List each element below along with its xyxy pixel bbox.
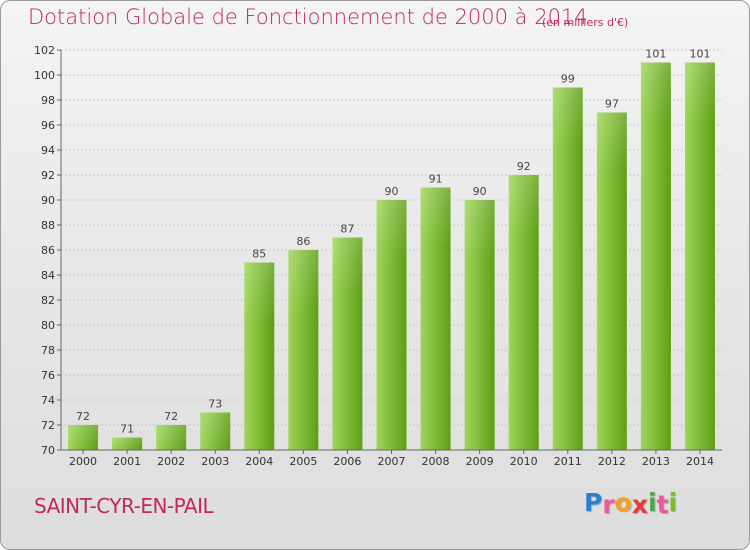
bar-highlight: [200, 412, 231, 450]
chart-title: Dotation Globale de Fonctionnement de 20…: [28, 5, 588, 29]
brand-letter: o: [614, 488, 632, 517]
bar-2014: [684, 62, 715, 450]
bar-2013: [640, 62, 671, 450]
x-tick-label: 2014: [686, 455, 714, 468]
y-tick-label: 96: [41, 119, 55, 132]
value-label-2012: 97: [605, 98, 619, 111]
x-tick-label: 2007: [378, 455, 406, 468]
bar-highlight: [684, 62, 715, 123]
y-tick-label: 70: [41, 444, 55, 457]
x-tick-label: 2008: [422, 455, 450, 468]
axes: [57, 49, 722, 454]
brand-letter: P: [584, 488, 603, 517]
brand-letter: i: [668, 488, 678, 517]
labels: 70 72 74 76 78 80 82 84 86 88 90 92 94 96 98 100 102 72 20…: [34, 44, 714, 468]
y-tick-label: 88: [41, 219, 55, 232]
y-tick-label: 76: [41, 369, 55, 382]
value-label-2003: 73: [208, 398, 222, 411]
y-tick-label: 90: [41, 194, 55, 207]
y-tick-label: 72: [41, 419, 55, 432]
x-tick-label: 2009: [466, 455, 494, 468]
bar-highlight: [596, 112, 627, 173]
value-label-2013: 101: [645, 48, 666, 61]
y-tick-label: 94: [41, 144, 55, 157]
y-tick-label: 82: [41, 294, 55, 307]
y-tick-label: 84: [41, 269, 55, 282]
x-tick-label: 2013: [642, 455, 670, 468]
location-name: SAINT-CYR-EN-PAIL: [34, 494, 214, 518]
brand-letter: i: [648, 488, 657, 517]
value-label-2004: 85: [252, 248, 266, 261]
x-tick-label: 2012: [598, 455, 626, 468]
y-tick-label: 102: [34, 44, 55, 57]
value-label-2002: 72: [164, 410, 178, 423]
bar-highlight: [420, 187, 451, 248]
x-tick-label: 2004: [245, 455, 273, 468]
chart-subtitle: (en milliers d'€): [542, 16, 629, 29]
value-label-2010: 92: [517, 160, 531, 173]
value-label-2001: 71: [120, 423, 134, 436]
y-tick-label: 86: [41, 244, 55, 257]
y-tick-label: 98: [41, 94, 55, 107]
x-tick-label: 2003: [201, 455, 229, 468]
y-tick-label: 100: [34, 69, 55, 82]
x-tick-label: 2010: [510, 455, 538, 468]
bar-highlight: [288, 250, 319, 310]
y-tick-label: 78: [41, 344, 55, 357]
brand-logo: Proxiti: [584, 488, 678, 519]
value-label-2000: 72: [76, 410, 90, 423]
y-tick-label: 80: [41, 319, 55, 332]
bar-highlight: [244, 262, 275, 323]
value-label-2007: 90: [385, 185, 399, 198]
x-tick-label: 2002: [157, 455, 185, 468]
value-label-2014: 101: [689, 48, 710, 61]
brand-letter: r: [602, 490, 615, 519]
y-tick-label: 92: [41, 169, 55, 182]
bar-highlight: [112, 437, 143, 450]
bar-2011: [552, 87, 583, 450]
value-label-2011: 99: [561, 73, 575, 86]
x-tick-label: 2006: [333, 455, 361, 468]
value-label-2009: 90: [473, 185, 487, 198]
bar-highlight: [68, 425, 99, 450]
bar-highlight: [464, 200, 495, 260]
y-tick-label: 74: [41, 394, 55, 407]
bar-highlight: [332, 237, 363, 298]
x-tick-label: 2005: [289, 455, 317, 468]
x-tick-label: 2001: [113, 455, 141, 468]
bar-highlight: [376, 200, 407, 260]
bar-highlight: [156, 425, 187, 450]
bar-highlight: [552, 87, 583, 148]
brand-letter: t: [656, 490, 669, 519]
x-tick-label: 2000: [69, 455, 97, 468]
bar-highlight: [640, 62, 671, 123]
brand-letter: x: [631, 490, 648, 519]
x-tick-label: 2011: [554, 455, 582, 468]
value-label-2008: 91: [429, 173, 443, 186]
bar-highlight: [508, 175, 539, 235]
bars: [68, 62, 715, 450]
value-label-2006: 87: [340, 223, 354, 236]
value-label-2005: 86: [296, 235, 310, 248]
